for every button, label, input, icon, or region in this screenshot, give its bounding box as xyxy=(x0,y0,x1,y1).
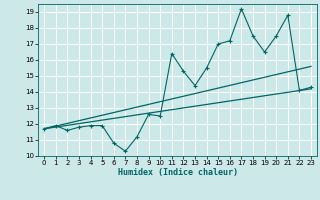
X-axis label: Humidex (Indice chaleur): Humidex (Indice chaleur) xyxy=(118,168,238,177)
